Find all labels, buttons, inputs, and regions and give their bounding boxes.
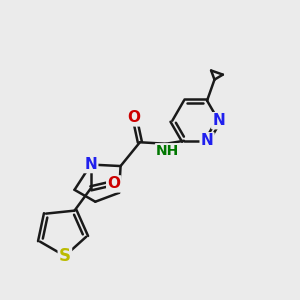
Text: N: N xyxy=(85,157,97,172)
Text: NH: NH xyxy=(156,144,179,158)
Text: O: O xyxy=(107,176,120,191)
Text: O: O xyxy=(128,110,140,125)
Text: N: N xyxy=(212,113,225,128)
Text: S: S xyxy=(59,247,71,265)
Text: N: N xyxy=(201,133,213,148)
